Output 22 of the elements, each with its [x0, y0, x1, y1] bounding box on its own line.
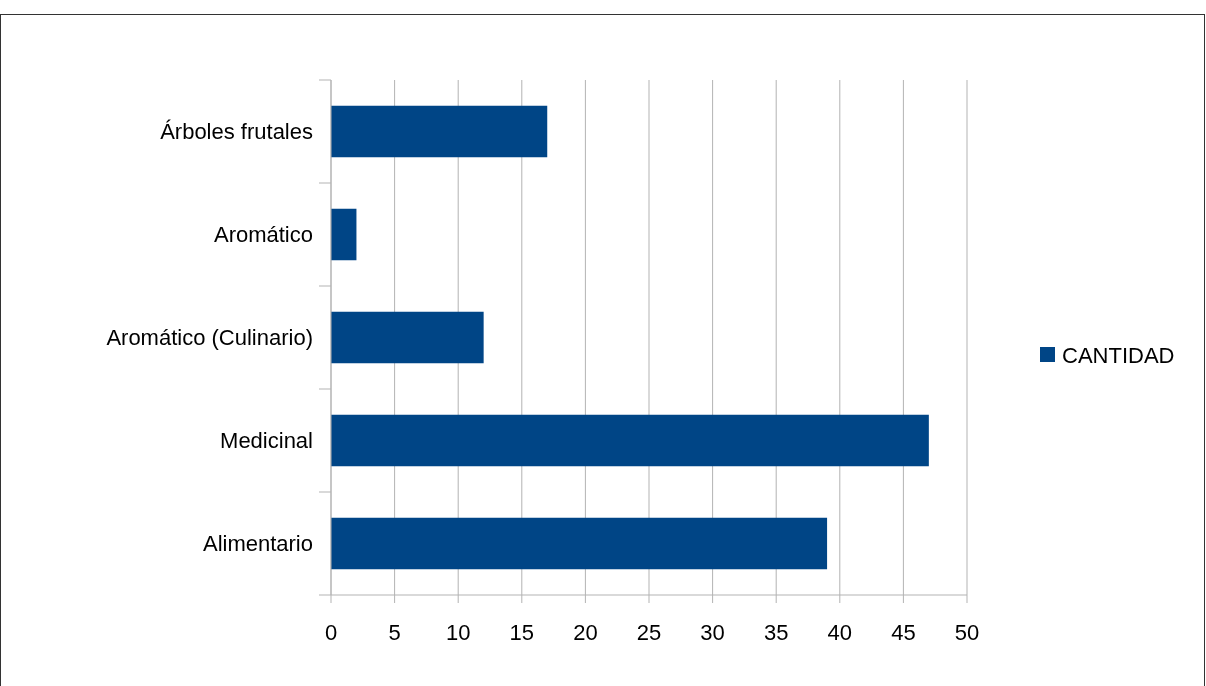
y-tick-label: Aromático (Culinario) — [106, 325, 313, 351]
x-tick-label: 10 — [445, 620, 471, 645]
y-tick-label: Medicinal — [220, 428, 313, 454]
bar — [331, 517, 828, 570]
x-tick-label: 30 — [700, 620, 725, 645]
y-tick-label: Aromático — [213, 222, 313, 248]
x-tick-label: 20 — [573, 620, 598, 645]
bar — [331, 311, 484, 364]
x-tick-label: 0 — [324, 620, 338, 645]
x-tick-label: 50 — [954, 620, 980, 645]
y-tick-label: Alimentario — [202, 531, 313, 557]
x-tick-label: 5 — [388, 620, 401, 645]
x-tick-label: 40 — [827, 620, 853, 645]
x-tick-label: 35 — [763, 620, 789, 645]
x-tick-label: 45 — [891, 620, 916, 645]
y-tick-label: Árboles frutales — [160, 119, 313, 145]
legend-label: CANTIDAD — [1062, 342, 1175, 368]
bar — [331, 208, 357, 261]
bar — [331, 414, 929, 467]
x-tick-label: 25 — [636, 620, 662, 645]
bar — [331, 105, 548, 158]
x-tick-label: 15 — [509, 620, 535, 645]
